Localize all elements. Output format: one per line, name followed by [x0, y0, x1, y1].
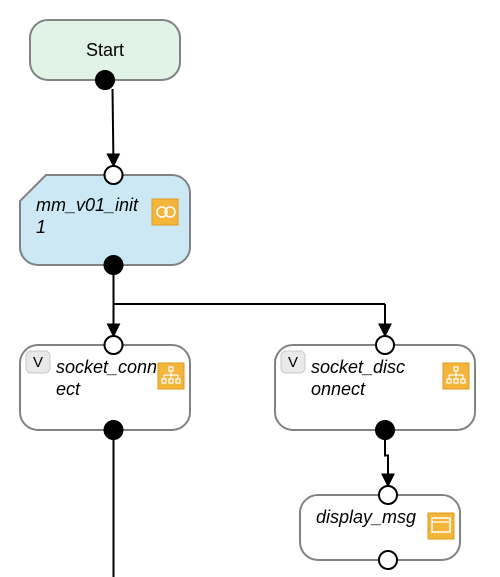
disconnect-label-1: onnect	[311, 379, 366, 399]
connect-label-0: socket_conn	[56, 357, 157, 377]
init-label-2: 1	[36, 217, 46, 237]
v-badge-text: V	[288, 354, 298, 371]
display-label-0: display_msg	[316, 507, 416, 527]
node-init: mm_v01_init1	[20, 166, 190, 274]
init-label-1: mm_v01_init	[36, 195, 139, 215]
edge-disconnect-display	[385, 439, 388, 486]
node-start: Start	[30, 20, 180, 89]
node-disconnect: Vsocket_disconnect	[275, 336, 475, 439]
node-display: display_msg	[300, 486, 460, 569]
node-connect: Vsocket_connect	[20, 336, 190, 439]
edge-start-init	[113, 89, 114, 166]
disconnect-label-0: socket_disc	[311, 357, 405, 377]
nodes-layer: Startmm_v01_init1Vsocket_connectVsocket_…	[20, 20, 475, 569]
connect-label-1: ect	[56, 379, 81, 399]
v-badge-text: V	[33, 354, 43, 371]
start-label: Start	[86, 40, 124, 60]
